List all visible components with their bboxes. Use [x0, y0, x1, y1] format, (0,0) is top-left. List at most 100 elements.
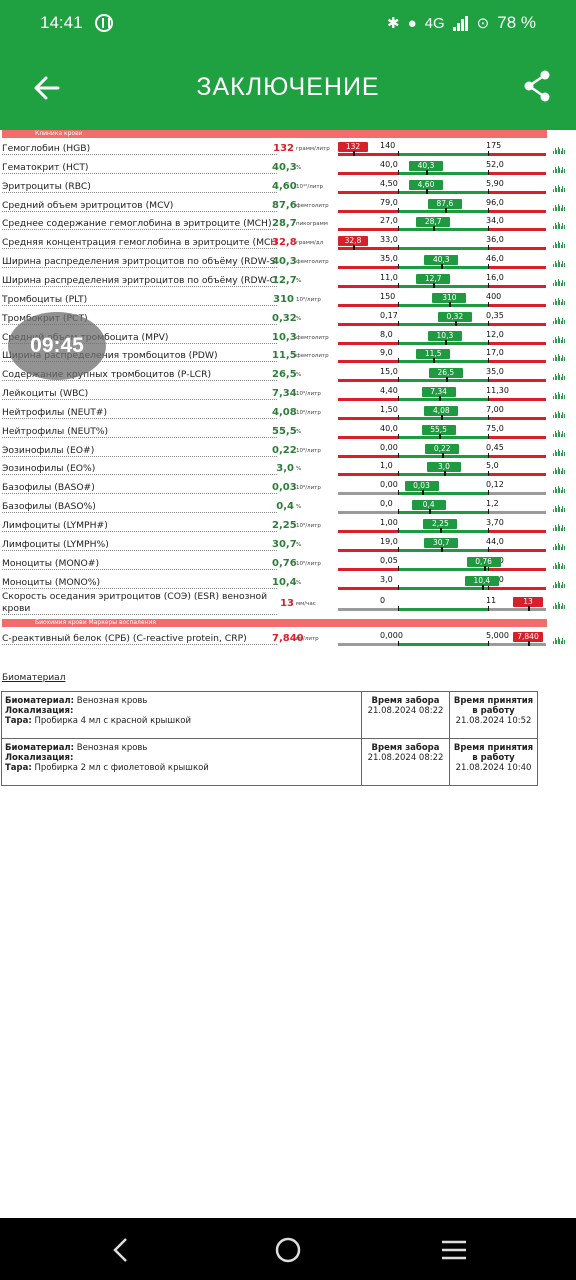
range-tick-min: [398, 584, 399, 590]
share-icon[interactable]: [522, 69, 552, 103]
network-type: 4G: [424, 14, 445, 32]
nav-back-icon[interactable]: [106, 1235, 136, 1265]
history-chart-icon[interactable]: [553, 240, 565, 249]
history-chart-icon[interactable]: [553, 429, 565, 437]
test-value: 0,76: [272, 557, 297, 569]
value-badge: 28,7: [416, 217, 451, 228]
range-bar: [338, 435, 546, 439]
ref-max: 5,90: [486, 178, 504, 188]
history-chart-icon[interactable]: [553, 561, 565, 569]
ref-max: 3,70: [486, 518, 504, 527]
test-value: 40,3: [272, 256, 297, 268]
result-row: Содержание крупных тромбоцитов (P-LCR) 26…: [0, 366, 576, 384]
material-value: Венозная кровь: [76, 743, 148, 753]
range-tick-min: [398, 320, 399, 326]
value-marker: [426, 188, 428, 194]
normal-range: [398, 643, 488, 646]
test-unit: грамм/дл: [296, 240, 324, 247]
history-chart-icon[interactable]: [553, 372, 565, 381]
range-bar: [338, 322, 546, 326]
history-chart-icon[interactable]: [553, 391, 565, 400]
history-chart-icon[interactable]: [553, 410, 565, 418]
test-name: Тромбоциты (PLT): [2, 294, 277, 306]
range-bar: [338, 284, 546, 288]
history-chart-icon[interactable]: [553, 485, 565, 494]
history-chart-icon[interactable]: [553, 221, 565, 230]
floating-time-bubble[interactable]: 09:45: [8, 312, 106, 380]
ref-min: 0,17: [380, 310, 398, 320]
range-tick-min: [398, 188, 399, 194]
value-badge: 40,3: [424, 255, 459, 266]
test-name: Эритроциты (RBC): [2, 181, 277, 193]
ref-min: 0,05: [380, 555, 398, 565]
taken-header: Время забора: [371, 743, 440, 753]
range-tick-min: [398, 414, 399, 420]
test-name: Скорость оседания эритроцитов (СОЭ) (ESR…: [2, 591, 268, 603]
test-value: 10,3: [272, 331, 297, 343]
normal-range: [398, 360, 488, 364]
history-chart-icon[interactable]: [553, 542, 565, 550]
normal-range: [398, 341, 488, 345]
value-marker: [528, 641, 530, 646]
normal-range: [398, 379, 488, 383]
test-unit: %: [296, 504, 302, 511]
history-chart-icon[interactable]: [553, 636, 565, 644]
tube-value: Пробирка 2 мл с фиолетовой крышкой: [34, 763, 209, 773]
nav-home-icon[interactable]: [273, 1235, 303, 1265]
history-chart-icon[interactable]: [553, 184, 565, 192]
history-chart-icon[interactable]: [553, 297, 565, 305]
history-chart-icon[interactable]: [553, 146, 565, 154]
history-chart-icon[interactable]: [553, 523, 565, 531]
report-document[interactable]: Клиника крови Гемоглобин (HGB) 132 грамм/л…: [0, 130, 576, 1218]
ref-min: 140: [380, 141, 396, 150]
test-name: Ширина распределения эритроцитов по объё…: [2, 274, 277, 287]
range-tick-max: [488, 301, 489, 307]
test-unit: фемтолитр: [296, 259, 329, 266]
value-marker: [481, 584, 484, 590]
range-tick-max: [488, 452, 489, 458]
history-chart-icon[interactable]: [553, 335, 565, 343]
history-chart-icon[interactable]: [553, 601, 565, 610]
range-bar: [338, 608, 546, 612]
range-tick-max: [488, 606, 489, 612]
ref-min: 40,0: [380, 423, 398, 433]
battery-level: 78 %: [497, 13, 536, 32]
history-chart-icon[interactable]: [553, 466, 565, 475]
range-tick-max: [488, 264, 489, 270]
history-chart-icon[interactable]: [553, 448, 565, 456]
history-chart-icon[interactable]: [553, 504, 565, 513]
range-bar: [338, 247, 546, 251]
ref-max: 400: [486, 291, 502, 301]
result-row: Средний объем эритроцитов (MCV) 87,6 фемто…: [0, 197, 576, 215]
bluetooth-icon: ✱: [387, 15, 400, 32]
back-arrow-icon[interactable]: [30, 71, 64, 105]
range-tick-min: [398, 490, 399, 496]
history-chart-icon[interactable]: [553, 353, 565, 362]
test-value: 55,5: [272, 425, 297, 437]
ref-max: 11,30: [486, 386, 509, 396]
history-chart-icon[interactable]: [553, 316, 565, 324]
range-tick-max: [488, 546, 489, 552]
test-value: 4,08: [272, 406, 297, 418]
history-chart-icon[interactable]: [553, 165, 565, 173]
range-tick-max: [488, 169, 489, 175]
value-marker: [353, 245, 355, 251]
value-marker: [426, 169, 428, 175]
history-chart-icon[interactable]: [553, 580, 565, 588]
value-badge: 13: [513, 597, 543, 608]
ref-max: 11: [486, 596, 497, 606]
range-tick-max: [488, 339, 489, 345]
range-tick-max: [488, 188, 489, 194]
result-row: Эозинофилы (EO%) 3,0% 1,0 5,0 3,0: [0, 460, 576, 478]
value-marker: [433, 226, 436, 232]
ref-max: 36,0: [486, 235, 504, 245]
test-unit: 10⁹/литр: [296, 391, 321, 398]
range-tick-min: [398, 377, 399, 383]
history-chart-icon[interactable]: [553, 259, 565, 268]
history-chart-icon[interactable]: [553, 278, 565, 286]
nav-recents-icon[interactable]: [439, 1235, 469, 1265]
result-row: Нейтрофилы (NEUT%) 55,5% 40,0 75,0 55,5: [0, 423, 576, 441]
history-chart-icon[interactable]: [553, 203, 565, 211]
ref-min: 4,50: [380, 178, 398, 188]
range-tick-max: [488, 433, 489, 439]
